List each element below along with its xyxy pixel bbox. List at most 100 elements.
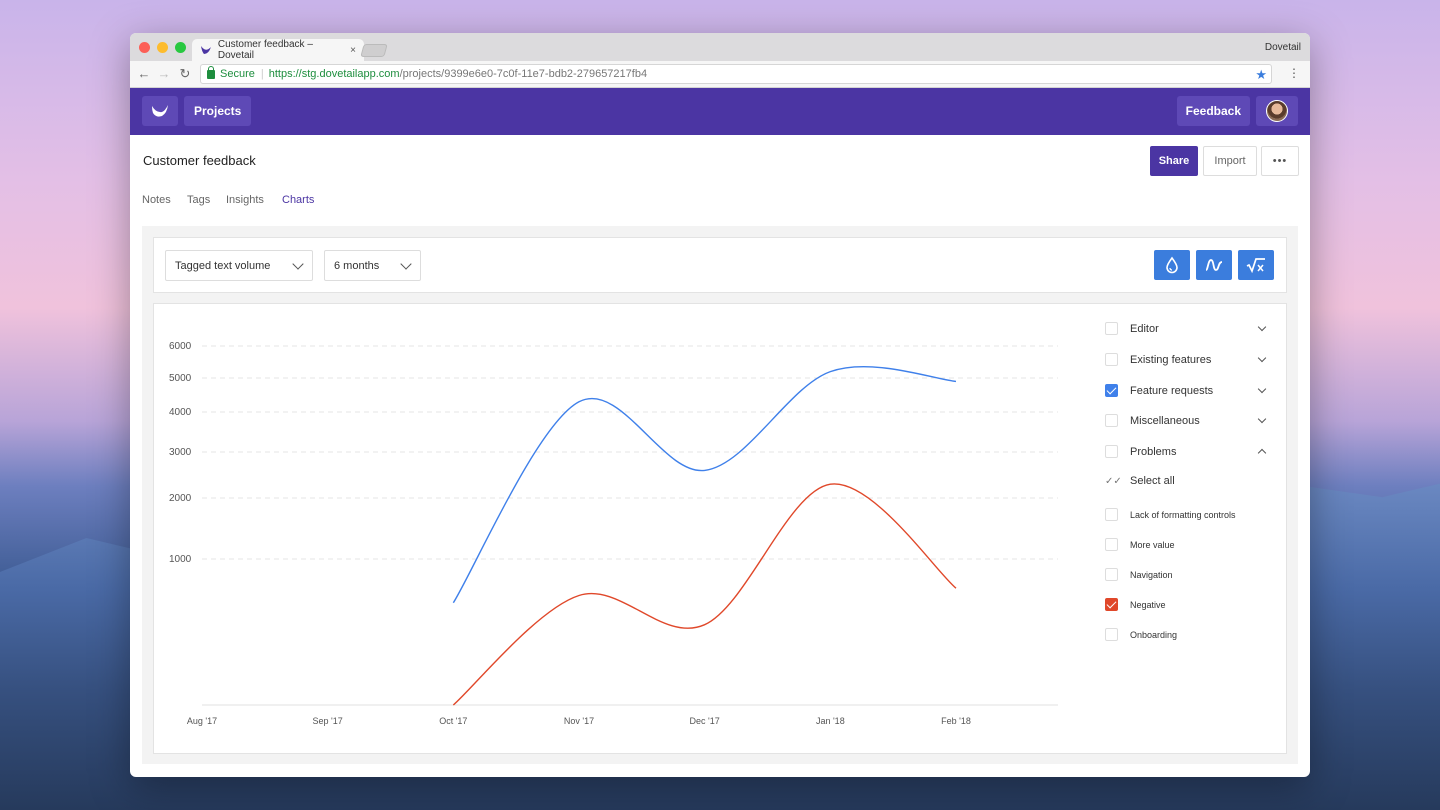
checkbox-feature-requests[interactable] (1105, 384, 1118, 397)
y-tick-label: 6000 (169, 341, 192, 352)
page-title: Customer feedback (143, 153, 256, 168)
formula-button[interactable] (1238, 250, 1274, 280)
select-all-label: Select all (1130, 475, 1175, 487)
y-tick-label: 1000 (169, 554, 192, 565)
forward-arrow-icon[interactable]: → (157, 66, 171, 81)
avatar (1266, 100, 1288, 122)
dovetail-logo-icon (152, 105, 168, 117)
chevron-down-icon[interactable] (1257, 322, 1267, 332)
feedback-button[interactable]: Feedback (1176, 96, 1250, 126)
project-tabs: Notes Tags Insights Charts (130, 189, 1310, 228)
checkbox-negative[interactable] (1105, 598, 1118, 611)
smooth-lines-button[interactable] (1196, 250, 1232, 280)
legend-item-label: Navigation (1130, 569, 1173, 580)
tab-notes[interactable]: Notes (142, 194, 171, 206)
legend-group-miscellaneous[interactable]: Miscellaneous (1105, 414, 1267, 427)
legend-item-negative[interactable]: Negative (1105, 598, 1265, 611)
checkbox-miscellaneous[interactable] (1105, 414, 1118, 427)
chevron-down-icon[interactable] (1257, 414, 1267, 424)
checkbox-lack-of-formatting-controls[interactable] (1105, 508, 1118, 521)
checkbox-more-value[interactable] (1105, 538, 1118, 551)
legend-group-label: Feature requests (1130, 384, 1214, 397)
metric-select-value: Tagged text volume (175, 259, 271, 272)
y-tick-label: 4000 (169, 407, 192, 418)
user-menu-button[interactable] (1256, 96, 1298, 126)
chevron-down-icon (400, 258, 412, 270)
tab-tags[interactable]: Tags (187, 194, 211, 206)
window-controls (139, 42, 186, 53)
browser-menu-icon[interactable]: ⋮ (1288, 66, 1300, 80)
x-tick-label: Dec '17 (690, 716, 720, 726)
period-select-value: 6 months (334, 259, 380, 272)
wave-icon (1205, 259, 1223, 271)
tab-insights[interactable]: Insights (226, 194, 264, 206)
legend-item-label: Negative (1130, 599, 1166, 610)
x-tick-label: Jan '18 (816, 716, 845, 726)
bookmark-star-icon[interactable]: ★ (1255, 67, 1267, 82)
checkbox-onboarding[interactable] (1105, 628, 1118, 641)
series-line (452, 365, 957, 604)
back-arrow-icon[interactable]: ← (137, 66, 151, 81)
metric-select[interactable]: Tagged text volume (165, 250, 313, 281)
legend-group-label: Problems (1130, 445, 1177, 458)
select-all-button[interactable]: ✓✓ Select all (1105, 475, 1265, 487)
projects-button[interactable]: Projects (184, 96, 252, 126)
tab-close-icon[interactable]: × (350, 44, 356, 56)
legend-group-feature-requests[interactable]: Feature requests (1105, 384, 1267, 397)
checkbox-existing-features[interactable] (1105, 353, 1118, 366)
x-tick-label: Feb '18 (941, 716, 971, 726)
x-tick-label: Nov '17 (564, 716, 594, 726)
title-bar: Customer feedback – Dovetail × Dovetail (130, 33, 1310, 61)
new-tab-button[interactable] (360, 44, 388, 57)
droplet-icon (1166, 256, 1178, 274)
reload-icon[interactable]: ↻ (179, 66, 191, 81)
square-root-icon (1246, 258, 1265, 273)
drop-style-button[interactable] (1154, 250, 1190, 280)
legend-item-navigation[interactable]: Navigation (1105, 568, 1265, 581)
url-separator: | (260, 68, 264, 80)
dovetail-logo-button[interactable] (142, 96, 178, 126)
url-path: /projects/9399e6e0-7c0f-11e7-bdb2-279657… (399, 68, 648, 80)
legend-group-problems[interactable]: Problems (1105, 445, 1267, 458)
legend-group-label: Editor (1130, 322, 1159, 335)
address-bar: ← → ↻ Secure | https://stg.dovetailapp.c… (130, 61, 1310, 88)
chevron-down-icon[interactable] (1257, 384, 1267, 394)
more-options-button[interactable]: ••• (1261, 146, 1299, 176)
checkbox-problems[interactable] (1105, 445, 1118, 458)
legend-group-editor[interactable]: Editor (1105, 322, 1267, 335)
dovetail-favicon-icon (200, 46, 211, 54)
lock-icon (207, 65, 215, 79)
url-field[interactable]: Secure | https://stg.dovetailapp.com /pr… (200, 64, 1272, 84)
close-window-button[interactable] (139, 42, 150, 53)
tab-charts[interactable]: Charts (282, 194, 315, 206)
checkbox-navigation[interactable] (1105, 568, 1118, 581)
charts-content: Tagged text volume 6 months (142, 226, 1298, 764)
legend-group-label: Existing features (1130, 353, 1212, 366)
series-line (452, 483, 957, 706)
legend-item-label: Lack of formatting controls (1130, 509, 1236, 520)
legend-item-label: Onboarding (1130, 629, 1178, 640)
import-button[interactable]: Import (1203, 146, 1257, 176)
browser-profile-name[interactable]: Dovetail (1264, 42, 1301, 53)
minimize-window-button[interactable] (157, 42, 168, 53)
share-button[interactable]: Share (1150, 146, 1198, 176)
period-select[interactable]: 6 months (324, 250, 421, 281)
y-tick-label: 2000 (169, 493, 192, 504)
legend-item-more-value[interactable]: More value (1105, 538, 1265, 551)
legend-item-onboarding[interactable]: Onboarding (1105, 628, 1265, 641)
x-tick-label: Sep '17 (313, 716, 343, 726)
checkbox-editor[interactable] (1105, 322, 1118, 335)
chevron-down-icon[interactable] (1257, 353, 1267, 363)
chart-legend: Editor Existing features Feature request… (1105, 304, 1285, 753)
x-tick-label: Oct '17 (439, 716, 467, 726)
maximize-window-button[interactable] (175, 42, 186, 53)
browser-tab[interactable]: Customer feedback – Dovetail × (192, 39, 364, 61)
browser-window: Customer feedback – Dovetail × Dovetail … (130, 33, 1310, 777)
line-chart: 1000 2000 3000 4000 5000 6000 Aug '17 Sep '17 Oc… (169, 341, 1058, 726)
legend-item-lack-of-formatting-controls[interactable]: Lack of formatting controls (1105, 508, 1265, 521)
legend-group-label: Miscellaneous (1130, 414, 1200, 427)
chevron-up-icon[interactable] (1257, 448, 1267, 458)
legend-group-existing-features[interactable]: Existing features (1105, 353, 1267, 366)
app-header: Projects Feedback (130, 88, 1310, 135)
page-header: Customer feedback Share Import ••• (130, 135, 1310, 189)
